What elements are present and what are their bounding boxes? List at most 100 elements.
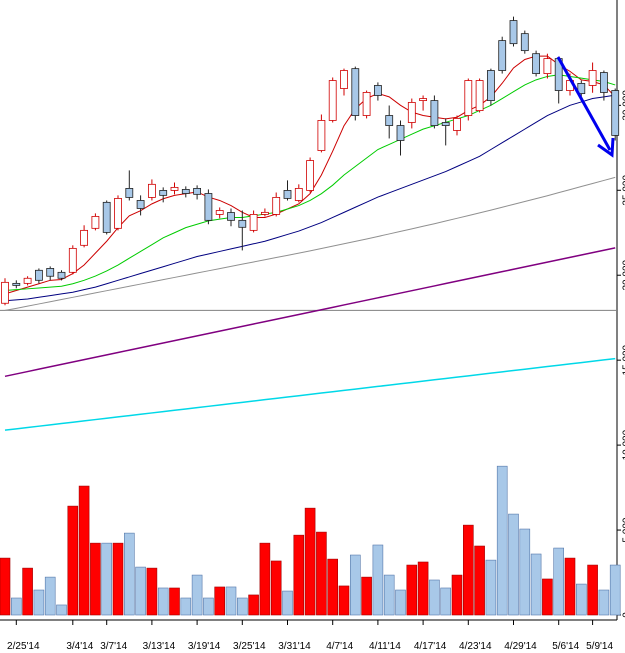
candle-body bbox=[57, 271, 66, 279]
y-tick-label: 0 bbox=[621, 612, 625, 618]
y-tick-label: 15,000 bbox=[621, 344, 625, 375]
candle-body bbox=[294, 188, 303, 201]
volume-bar bbox=[553, 547, 565, 616]
volume-bar bbox=[101, 542, 112, 616]
candle-body bbox=[283, 190, 292, 199]
candle-body bbox=[385, 115, 394, 126]
volume-bar bbox=[11, 597, 22, 616]
volume-bar bbox=[530, 553, 542, 616]
candle-body bbox=[419, 98, 428, 101]
candle-body bbox=[475, 80, 484, 111]
volume-bar bbox=[361, 576, 372, 616]
x-tick-label: 3/25'14 bbox=[233, 641, 266, 652]
volume-bar bbox=[474, 545, 485, 616]
volume-bar bbox=[372, 544, 384, 616]
x-tick-label: 4/7'14 bbox=[326, 641, 353, 652]
y-tick-label: 25,000 bbox=[621, 175, 625, 206]
candle-body bbox=[136, 200, 145, 209]
candle-body bbox=[12, 282, 21, 286]
volume-bar bbox=[304, 507, 316, 616]
volume-bar bbox=[327, 558, 339, 616]
volume-bar bbox=[609, 564, 621, 616]
moving-average bbox=[4, 55, 616, 295]
volume-bar bbox=[429, 579, 440, 616]
trend-arrow bbox=[556, 56, 615, 158]
x-tick-label: 4/29'14 bbox=[504, 641, 537, 652]
x-tick-label: 4/23'14 bbox=[459, 641, 492, 652]
candle-body bbox=[351, 68, 360, 116]
volume-bar bbox=[90, 542, 101, 616]
x-tick-label: 5/9'14 bbox=[586, 641, 613, 652]
moving-average bbox=[4, 176, 616, 311]
x-tick-label: 3/4'14 bbox=[66, 641, 93, 652]
volume-bar bbox=[214, 586, 225, 616]
moving-average bbox=[4, 357, 616, 431]
volume-bar bbox=[575, 583, 587, 616]
candle-body bbox=[362, 92, 371, 116]
candle-body bbox=[249, 214, 258, 231]
y-tick-label: 20,000 bbox=[621, 259, 625, 290]
y-tick-label: 30,000 bbox=[621, 90, 625, 121]
volume-bar bbox=[124, 532, 135, 616]
volume-bar bbox=[542, 578, 553, 616]
volume-bar bbox=[191, 574, 203, 616]
volume-bar bbox=[282, 590, 293, 616]
volume-bar bbox=[180, 597, 192, 616]
volume-bar bbox=[225, 586, 237, 616]
candle-body bbox=[46, 268, 55, 277]
volume-bar bbox=[135, 566, 146, 616]
candle-body bbox=[407, 102, 416, 123]
volume-bar bbox=[44, 576, 56, 616]
volume-bar bbox=[496, 465, 508, 616]
moving-average bbox=[4, 74, 616, 292]
candle-body bbox=[238, 219, 247, 228]
volume-bar bbox=[587, 564, 598, 616]
volume-bar bbox=[316, 531, 327, 616]
candle-body bbox=[68, 247, 77, 273]
volume-bar bbox=[485, 559, 497, 616]
candle-body bbox=[453, 118, 461, 131]
x-tick-label: 3/7'14 bbox=[100, 641, 127, 652]
candle-body bbox=[441, 122, 450, 126]
volume-bar bbox=[338, 585, 350, 616]
volume-bar bbox=[383, 574, 395, 616]
candle-body bbox=[170, 186, 179, 191]
candle-body bbox=[215, 210, 224, 215]
candle-body bbox=[1, 281, 9, 304]
candle-body bbox=[317, 120, 326, 151]
volume-bar bbox=[349, 554, 361, 616]
candle-body bbox=[396, 125, 405, 141]
candle-body bbox=[430, 100, 439, 126]
candle-body bbox=[509, 20, 518, 45]
volume-bar bbox=[417, 561, 429, 616]
volume-bar bbox=[395, 589, 406, 616]
volume-bar bbox=[406, 564, 418, 616]
volume-bar bbox=[462, 524, 474, 616]
volume-bar bbox=[259, 542, 271, 616]
candle-body bbox=[181, 189, 190, 194]
candle-body bbox=[159, 190, 168, 196]
volume-bar bbox=[598, 589, 610, 616]
y-tick-label: 10,000 bbox=[621, 429, 625, 460]
candle-body bbox=[204, 193, 213, 221]
candle-body bbox=[260, 211, 269, 215]
volume-bar bbox=[112, 542, 124, 616]
volume-bar bbox=[56, 604, 67, 616]
candle-body bbox=[272, 197, 281, 215]
x-tick-label: 3/31'14 bbox=[278, 641, 311, 652]
candle-body bbox=[102, 201, 111, 233]
candle-body bbox=[306, 160, 315, 191]
volume-bar bbox=[293, 534, 305, 616]
volume-bar bbox=[22, 567, 33, 616]
candle-body bbox=[227, 212, 235, 221]
volume-bar bbox=[78, 485, 90, 616]
volume-bar bbox=[508, 513, 519, 616]
candle-body bbox=[125, 188, 134, 198]
volume-bar bbox=[440, 587, 452, 616]
candle-body bbox=[193, 188, 202, 195]
candle-body bbox=[114, 198, 122, 229]
candle-body bbox=[147, 183, 156, 198]
candle-body bbox=[23, 277, 32, 284]
y-tick-label: 5,000 bbox=[621, 517, 625, 542]
